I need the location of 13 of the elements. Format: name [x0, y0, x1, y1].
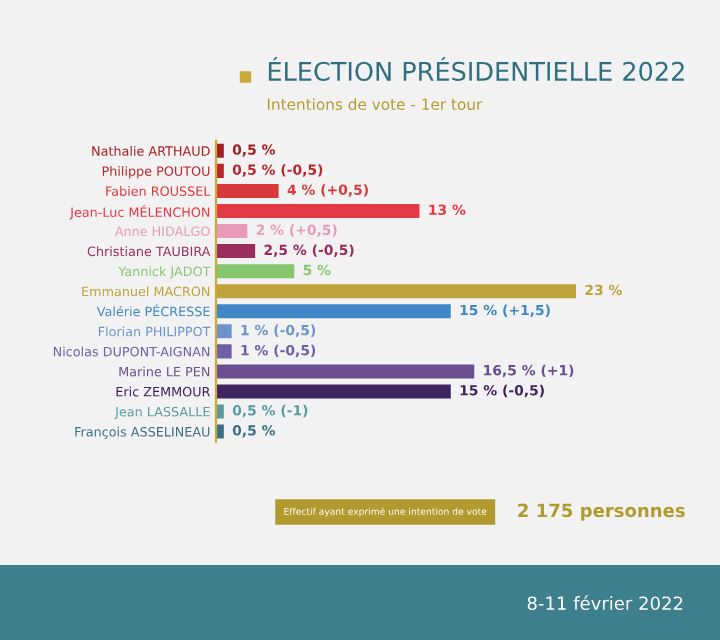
bar: [216, 183, 279, 198]
bar: [216, 244, 256, 259]
bar: [216, 264, 295, 279]
bar: [216, 324, 232, 339]
text: 2 175 personnes: [518, 503, 685, 521]
bar: [216, 224, 248, 239]
bar: [216, 344, 232, 359]
chart-title: ÉLECTION PRÉSIDENTIELLE 2022: [268, 57, 684, 82]
bar: [216, 203, 420, 219]
bar: [216, 384, 451, 399]
text: 8-11 février 2022: [527, 595, 683, 611]
bar: [216, 364, 475, 379]
bar: [216, 304, 451, 319]
